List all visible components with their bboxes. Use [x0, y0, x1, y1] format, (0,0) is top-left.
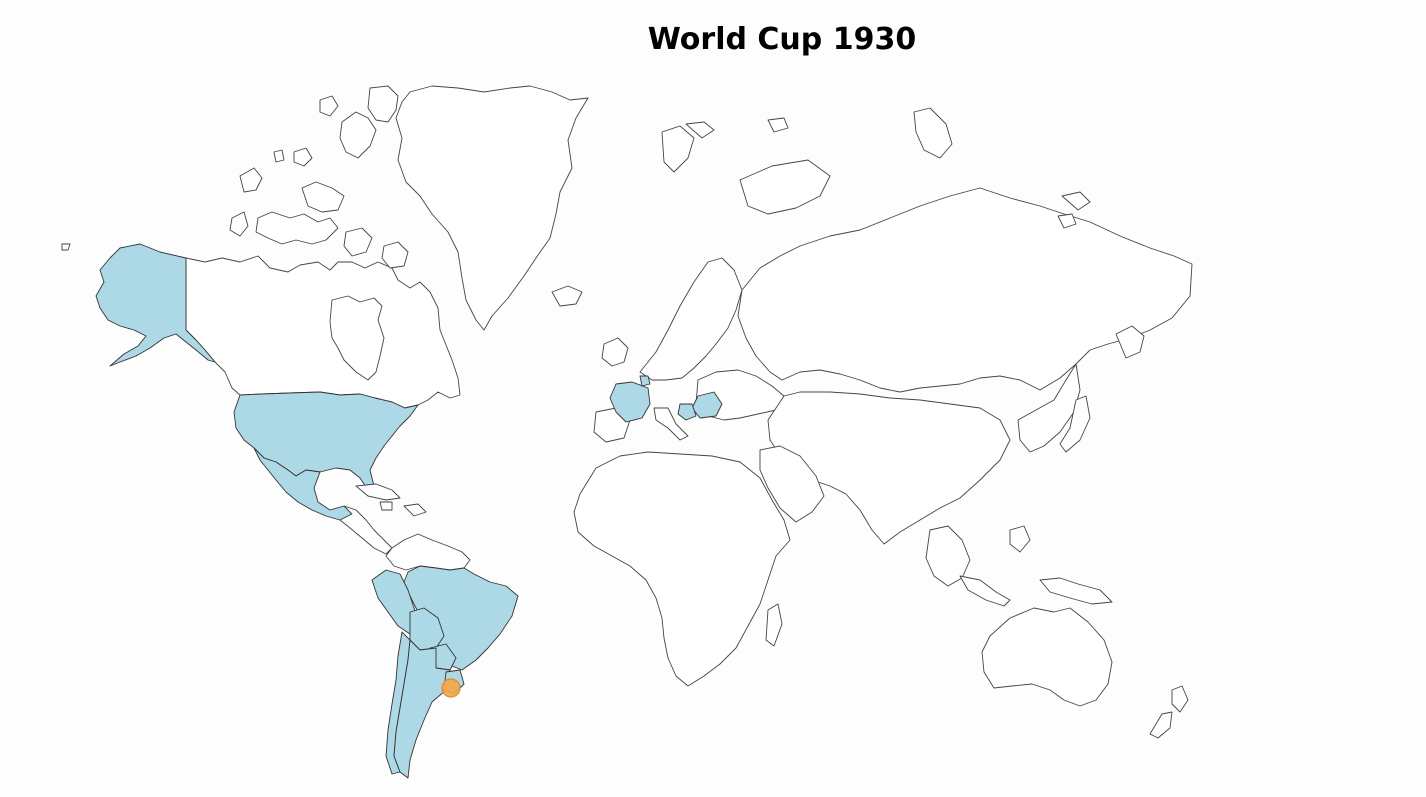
country-france[interactable] [609, 381, 651, 423]
country-greenland[interactable] [395, 85, 589, 331]
country-colombia-venezuela[interactable] [385, 533, 471, 571]
region-indonesia[interactable] [959, 525, 1113, 607]
country-alaska[interactable] [95, 243, 216, 367]
country-brazil[interactable] [403, 565, 519, 671]
country-japan[interactable] [1059, 395, 1091, 453]
country-australia[interactable] [981, 607, 1113, 707]
region-africa[interactable] [573, 451, 791, 687]
country-new-zealand[interactable] [1149, 685, 1189, 739]
country-yugoslavia[interactable] [677, 403, 697, 421]
country-argentina[interactable] [393, 639, 451, 779]
map-title: World Cup 1930 [647, 22, 917, 57]
region-islands[interactable] [61, 117, 1145, 359]
country-russia[interactable] [737, 107, 1193, 393]
country-svalbard[interactable] [661, 121, 715, 173]
country-iceland[interactable] [551, 285, 583, 307]
region-arabia[interactable] [759, 445, 825, 523]
host-city-marker[interactable] [441, 678, 461, 698]
region-central-america[interactable] [339, 483, 427, 555]
country-usa[interactable] [233, 391, 419, 491]
title-container: World Cup 1930 [0, 0, 1426, 70]
country-canada[interactable] [185, 85, 461, 409]
country-belgium[interactable] [639, 375, 651, 387]
